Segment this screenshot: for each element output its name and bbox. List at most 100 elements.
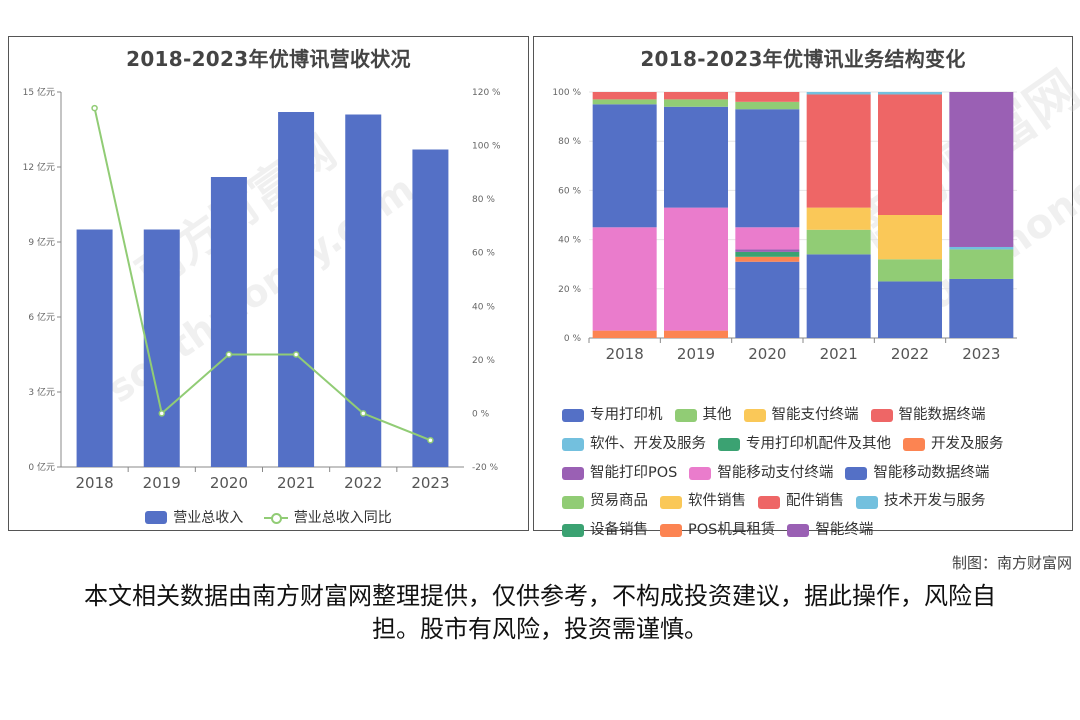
stack-segment <box>735 249 800 252</box>
y-tick-label: 100 % <box>552 88 581 98</box>
legend-item[interactable]: 其他 <box>674 403 732 429</box>
stack-segment <box>735 256 800 262</box>
legend-item[interactable]: 智能终端 <box>787 518 873 544</box>
y2-tick-label: 60 % <box>472 249 495 259</box>
legend-label: 软件销售 <box>688 493 746 510</box>
legend-label: 智能数据终端 <box>898 407 986 423</box>
yoy-point <box>158 410 165 417</box>
y2-tick-label: 100 % <box>472 142 501 152</box>
y2-tick-label: 120 % <box>472 88 501 98</box>
legend-swatch <box>674 409 697 423</box>
y-tick-label: 80 % <box>558 137 581 147</box>
yoy-point <box>360 410 367 417</box>
yoy-point <box>91 104 98 112</box>
yoy-point <box>292 351 300 358</box>
legend-label: 专用打印机配件及其他 <box>746 435 891 452</box>
stack-segment <box>664 330 728 338</box>
stack-segment <box>806 92 871 95</box>
x-tick-label: 2023 <box>962 345 1000 363</box>
yoy-point <box>225 351 233 358</box>
stack-segment <box>592 227 657 331</box>
y-tick-label: 20 % <box>558 285 581 295</box>
legend-label: 技术开发与服务 <box>884 493 986 510</box>
legend-swatch <box>562 466 584 480</box>
legend-item[interactable]: 软件销售 <box>660 489 746 515</box>
legend-swatch <box>660 524 682 538</box>
legend-label: 软件、开发及服务 <box>590 435 706 452</box>
legend-item[interactable]: 智能打印POS <box>562 461 677 487</box>
legend-swatch <box>758 495 780 509</box>
yoy-line <box>93 107 431 442</box>
stack-segment <box>949 246 1014 250</box>
legend-item-revenue[interactable]: 营业总收入 <box>145 507 243 527</box>
x-tick-label: 2018 <box>75 474 113 492</box>
legend-label: 开发及服务 <box>931 435 1004 452</box>
legend-label: 贸易商品 <box>590 493 648 510</box>
x-tick-label: 2019 <box>677 345 715 363</box>
y2-tick-label: 0 % <box>472 409 490 419</box>
legend-item-yoy[interactable]: 营业总收入同比 <box>263 507 392 527</box>
legend-swatch <box>856 495 878 509</box>
y2-tick-label: -20 % <box>472 463 499 473</box>
chart-legend: 营业总收入 营业总收入同比 <box>9 507 528 528</box>
chart-legend: 专用打印机 其他 智能支付终端 智能数据终端软件、开发及服务 专用打印机配件及其他 开发及… <box>562 403 1062 547</box>
legend-label: POS机具租赁 <box>688 522 776 538</box>
legend-item[interactable]: 智能数据终端 <box>870 403 986 429</box>
legend-swatch <box>660 495 682 509</box>
legend-item[interactable]: 智能移动支付终端 <box>689 461 833 487</box>
stack-segment <box>735 109 800 228</box>
y2-tick-label: 80 % <box>472 195 495 205</box>
legend-item[interactable]: 专用打印机 <box>562 403 663 429</box>
revenue-bar <box>412 149 449 467</box>
business-structure-chart-panel: 南方财富网 southmoney.com 2018-2023年优博讯业务结构变化… <box>533 36 1080 538</box>
stack-segment <box>878 94 942 215</box>
stack-segment <box>949 249 1014 279</box>
legend-swatch <box>787 524 810 538</box>
y2-tick-label: 20 % <box>472 356 495 366</box>
y-tick-label: 9 亿元 <box>28 236 55 248</box>
legend-item[interactable]: 软件、开发及服务 <box>562 432 706 458</box>
stack-segment <box>806 207 871 230</box>
revenue-chart: 0 亿元 3 亿元 6 亿元 9 亿元 12 亿元 15 亿元 -20 % 0 % 20 % 40… <box>23 86 501 492</box>
chart-title: 2018-2023年优博讯业务结构变化 <box>640 47 966 71</box>
stack-segment <box>664 99 728 107</box>
legend-item[interactable]: 智能移动数据终端 <box>845 461 989 487</box>
legend-label: 智能支付终端 <box>771 407 859 423</box>
legend-swatch <box>845 466 868 480</box>
x-tick-label: 2019 <box>143 474 181 492</box>
stack-segment <box>949 278 1014 338</box>
legend-label: 其他 <box>702 407 732 423</box>
stack-segment <box>806 94 871 208</box>
legend-label: 智能打印POS <box>590 464 678 481</box>
legend-item[interactable]: 配件销售 <box>758 489 844 515</box>
legend-item[interactable]: 贸易商品 <box>562 489 648 515</box>
legend-item[interactable]: 智能支付终端 <box>743 403 859 429</box>
stack-segment <box>664 106 728 208</box>
y-tick-label: 0 亿元 <box>28 461 55 473</box>
legend-item[interactable]: POS机具租赁 <box>660 518 775 544</box>
legend-item[interactable]: 技术开发与服务 <box>856 489 986 515</box>
legend-item[interactable]: 开发及服务 <box>903 432 1004 458</box>
legend-item[interactable]: 专用打印机配件及其他 <box>718 432 891 458</box>
y-tick-label: 60 % <box>558 186 581 196</box>
legend-label: 智能移动数据终端 <box>873 464 990 481</box>
revenue-bar <box>345 114 382 467</box>
legend-label: 智能终端 <box>815 522 874 538</box>
revenue-bar <box>76 229 113 467</box>
legend-item[interactable]: 设备销售 <box>562 518 648 544</box>
x-tick-label: 2021 <box>820 345 858 363</box>
y2-tick-label: 40 % <box>472 302 495 312</box>
revenue-bar <box>210 177 247 467</box>
chart-title: 2018-2023年优博讯营收状况 <box>126 47 411 71</box>
y-tick-label: 6 亿元 <box>28 311 55 323</box>
x-tick-label: 2021 <box>277 474 315 492</box>
legend-label: 智能移动支付终端 <box>717 464 834 481</box>
stack-segment <box>878 215 942 260</box>
legend-swatch <box>718 438 740 451</box>
stack-segment <box>878 259 942 282</box>
stack-segment <box>592 92 657 100</box>
stack-segment <box>592 330 657 338</box>
y-tick-label: 0 % <box>564 334 582 344</box>
yoy-point <box>427 436 434 444</box>
y-tick-label: 15 亿元 <box>23 86 55 98</box>
